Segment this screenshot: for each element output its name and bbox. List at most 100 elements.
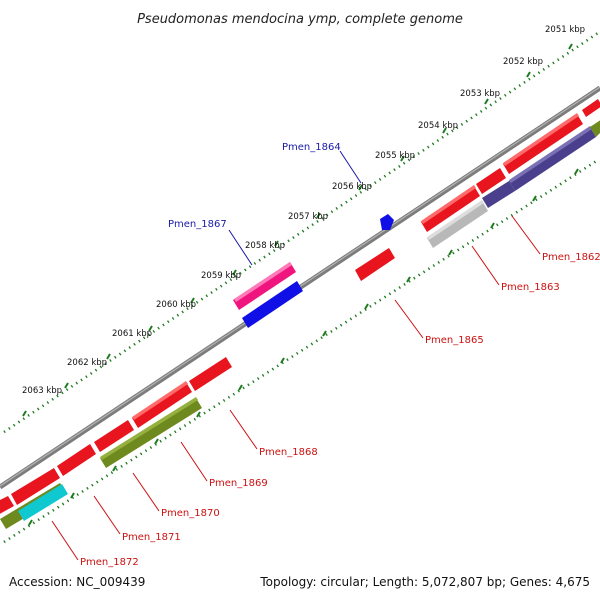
gene-label-pmen-1872[interactable]: Pmen_1872 bbox=[80, 557, 139, 568]
outer-scale-track bbox=[3, 31, 599, 434]
cds-feature-pmen-1870[interactable] bbox=[57, 444, 96, 476]
tick bbox=[364, 303, 369, 310]
tick bbox=[532, 195, 537, 202]
gene-label-pmen-1863[interactable]: Pmen_1863 bbox=[501, 282, 560, 293]
leader-pmen-1869 bbox=[180, 441, 208, 482]
rrna-feature-highlight bbox=[234, 262, 292, 302]
leader-pmen-1864 bbox=[339, 150, 362, 184]
tick bbox=[22, 410, 27, 417]
leader-pmen-1862 bbox=[511, 215, 541, 255]
leader-pmen-1868 bbox=[229, 409, 258, 450]
leader-pmen-1865 bbox=[394, 299, 424, 339]
tick bbox=[280, 357, 285, 364]
leader-pmen-1867 bbox=[228, 229, 253, 266]
tick bbox=[526, 71, 531, 78]
gene-label-pmen-1868[interactable]: Pmen_1868 bbox=[259, 447, 318, 458]
scale-label: 2060 kbp bbox=[156, 300, 196, 310]
leader-pmen-1872 bbox=[51, 520, 79, 561]
cds-feature[interactable] bbox=[189, 357, 232, 391]
leader-pmen-1871 bbox=[93, 495, 121, 535]
cds-highlight bbox=[132, 381, 188, 420]
tick bbox=[148, 325, 153, 332]
scale-label: 2062 kbp bbox=[67, 358, 107, 368]
cog-feature-purple[interactable] bbox=[482, 181, 515, 208]
scale-label: 2051 kbp bbox=[545, 25, 585, 35]
gene-label-pmen-1869[interactable]: Pmen_1869 bbox=[209, 478, 268, 489]
cds-feature-pmen-1871[interactable] bbox=[11, 468, 60, 505]
tick bbox=[112, 465, 117, 472]
cog-highlight bbox=[509, 126, 592, 183]
tick bbox=[484, 98, 489, 105]
scale-label: 2059 kbp bbox=[201, 271, 241, 281]
cog-highlight bbox=[427, 200, 484, 240]
scale-label: 2056 kbp bbox=[332, 182, 372, 192]
tick bbox=[442, 127, 447, 134]
tick bbox=[190, 297, 195, 304]
scale-label: 2054 kbp bbox=[418, 121, 458, 131]
gene-label-pmen-1865[interactable]: Pmen_1865 bbox=[425, 335, 484, 346]
cog-feature-gray[interactable] bbox=[427, 201, 488, 248]
cds-feature-pmen-1865[interactable] bbox=[355, 248, 395, 281]
tick bbox=[316, 212, 321, 219]
label-leaders bbox=[51, 150, 541, 561]
gene-label-pmen-1867[interactable]: Pmen_1867 bbox=[168, 219, 227, 230]
cds-feature-pmen-1862[interactable] bbox=[503, 114, 583, 174]
rrna-feature-pmen-1867[interactable] bbox=[233, 262, 296, 310]
cds-feature-pmen-1872[interactable] bbox=[0, 496, 14, 516]
leader-pmen-1863 bbox=[471, 245, 500, 286]
cog-features bbox=[0, 119, 600, 529]
cds-feature-pmen-1863[interactable] bbox=[476, 168, 506, 194]
tick bbox=[400, 155, 405, 162]
tick bbox=[70, 492, 75, 499]
scale-label: 2061 kbp bbox=[112, 329, 152, 339]
tick bbox=[490, 222, 495, 229]
scale-label: 2052 kbp bbox=[503, 57, 543, 67]
tick bbox=[406, 276, 411, 283]
tick bbox=[154, 438, 159, 445]
forward-cds-features bbox=[582, 99, 600, 117]
gene-label-pmen-1870[interactable]: Pmen_1870 bbox=[161, 508, 220, 519]
tick bbox=[106, 353, 111, 360]
reverse-cds-features bbox=[0, 113, 583, 516]
scale-label: 2053 kbp bbox=[460, 89, 500, 99]
tick bbox=[322, 330, 327, 337]
cds-feature[interactable] bbox=[582, 99, 600, 117]
scale-labels: 2051 kbp 2052 kbp 2053 kbp 2054 kbp 2055… bbox=[22, 25, 585, 396]
tick bbox=[28, 519, 33, 526]
inner-major-ticks bbox=[28, 168, 579, 526]
cog-highlight bbox=[100, 397, 198, 460]
tick bbox=[574, 168, 579, 175]
tick bbox=[238, 384, 243, 391]
gene-label-pmen-1871[interactable]: Pmen_1871 bbox=[122, 532, 181, 543]
accession-text: Accession: NC_009439 bbox=[9, 575, 145, 589]
scale-label: 2063 kbp bbox=[22, 386, 62, 396]
cog-feature-olive[interactable] bbox=[100, 398, 202, 468]
forward-rna-features bbox=[233, 214, 394, 328]
cds-feature-pmen-1868[interactable] bbox=[132, 382, 192, 428]
gene-label-pmen-1862[interactable]: Pmen_1862 bbox=[542, 252, 600, 263]
genome-summary-text: Topology: circular; Length: 5,072,807 bp… bbox=[259, 575, 590, 589]
trna-feature[interactable] bbox=[242, 281, 303, 328]
cds-highlight bbox=[503, 113, 579, 166]
leader-pmen-1870 bbox=[132, 472, 160, 512]
map-title: Pseudomonas mendocina ymp, complete geno… bbox=[137, 12, 463, 27]
cds-feature[interactable] bbox=[421, 186, 480, 232]
cog-feature-purple[interactable] bbox=[509, 127, 596, 191]
gene-labels: Pmen_1864 Pmen_1867 Pmen_1862 Pmen_1863 … bbox=[80, 142, 600, 568]
tick bbox=[196, 411, 201, 418]
tick bbox=[358, 184, 363, 191]
cds-feature-pmen-1869[interactable] bbox=[94, 420, 134, 452]
outer-major-ticks bbox=[22, 43, 573, 417]
cog-feature-olive[interactable] bbox=[590, 119, 600, 137]
cog-feature-cyan[interactable] bbox=[18, 484, 68, 521]
tick bbox=[64, 382, 69, 389]
scale-label: 2057 kbp bbox=[288, 212, 328, 222]
tick bbox=[232, 269, 237, 276]
tick bbox=[568, 43, 573, 50]
trna-feature-pmen-1864[interactable] bbox=[380, 214, 394, 230]
gene-label-pmen-1864[interactable]: Pmen_1864 bbox=[282, 142, 341, 153]
tick bbox=[274, 240, 279, 247]
scale-label: 2055 kbp bbox=[375, 151, 415, 161]
scale-label: 2058 kbp bbox=[245, 241, 285, 251]
